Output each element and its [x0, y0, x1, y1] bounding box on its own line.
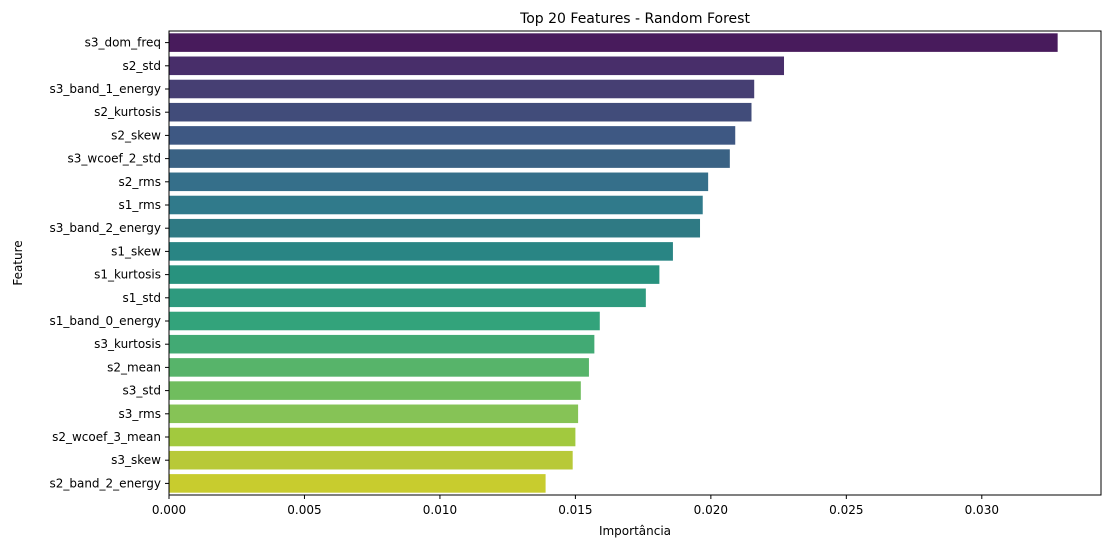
- y-tick-label: s3_dom_freq: [85, 36, 161, 50]
- bar-s3_band_1_energy: [169, 79, 755, 99]
- y-tick-label: s2_mean: [107, 360, 161, 374]
- bar-s3_kurtosis: [169, 334, 595, 354]
- y-tick-label: s2_skew: [111, 128, 161, 142]
- bar-s2_band_2_energy: [169, 474, 546, 493]
- y-tick-label: s2_kurtosis: [94, 105, 161, 119]
- y-tick-label: s1_rms: [118, 198, 161, 212]
- x-tick-label: 0.025: [829, 503, 863, 517]
- bar-s3_dom_freq: [169, 33, 1058, 52]
- bar-s2_skew: [169, 126, 736, 145]
- x-tick-label: 0.010: [423, 503, 457, 517]
- bar-s3_skew: [169, 450, 573, 470]
- y-tick-label: s2_band_2_energy: [49, 476, 161, 490]
- y-tick-label: s3_wcoef_2_std: [68, 152, 161, 166]
- y-tick-label: s1_skew: [111, 244, 161, 258]
- x-tick-label: 0.000: [152, 503, 186, 517]
- y-axis-label: Feature: [11, 240, 25, 285]
- y-tick-label: s3_rms: [118, 407, 161, 421]
- y-tick-label: s1_std: [123, 291, 161, 305]
- y-tick-label: s3_band_1_energy: [49, 82, 161, 96]
- bar-s2_wcoef_3_mean: [169, 427, 576, 447]
- x-tick-label: 0.015: [558, 503, 592, 517]
- y-tick-label: s1_band_0_energy: [49, 314, 161, 328]
- x-axis-ticks: 0.000 0.005 0.010 0.015 0.020 0.025 0.030: [152, 495, 999, 517]
- bar-s1_rms: [169, 195, 703, 215]
- y-tick-label: s2_std: [123, 59, 161, 73]
- bars-group: [169, 33, 1058, 493]
- x-tick-label: 0.005: [287, 503, 321, 517]
- x-tick-label: 0.020: [694, 503, 728, 517]
- bar-s2_std: [169, 56, 785, 76]
- bar-s1_band_0_energy: [169, 311, 600, 331]
- bar-s1_skew: [169, 242, 673, 261]
- y-tick-label: s2_rms: [118, 175, 161, 189]
- y-tick-label: s2_wcoef_3_mean: [52, 430, 161, 444]
- bar-s1_kurtosis: [169, 265, 660, 284]
- y-tick-label: s3_kurtosis: [94, 337, 161, 351]
- chart-title: Top 20 Features - Random Forest: [519, 11, 750, 27]
- y-tick-label: s3_skew: [111, 453, 161, 467]
- bar-s3_std: [169, 381, 581, 400]
- x-tick-label: 0.030: [965, 503, 999, 517]
- bar-s2_rms: [169, 172, 709, 192]
- bar-s2_mean: [169, 358, 589, 377]
- y-tick-label: s3_std: [123, 384, 161, 398]
- y-tick-label: s1_kurtosis: [94, 268, 161, 282]
- bar-s1_std: [169, 288, 646, 308]
- bar-s3_rms: [169, 404, 579, 424]
- bar-s3_band_2_energy: [169, 218, 701, 238]
- bar-s3_wcoef_2_std: [169, 149, 730, 168]
- plot-frame: [168, 30, 1102, 496]
- y-tick-label: s3_band_2_energy: [49, 221, 161, 235]
- y-axis-ticks: s3_dom_freq s2_std s3_band_1_energy s2_kurt…: [49, 36, 169, 490]
- bar-s2_kurtosis: [169, 102, 752, 122]
- x-axis-label: Importância: [599, 524, 671, 538]
